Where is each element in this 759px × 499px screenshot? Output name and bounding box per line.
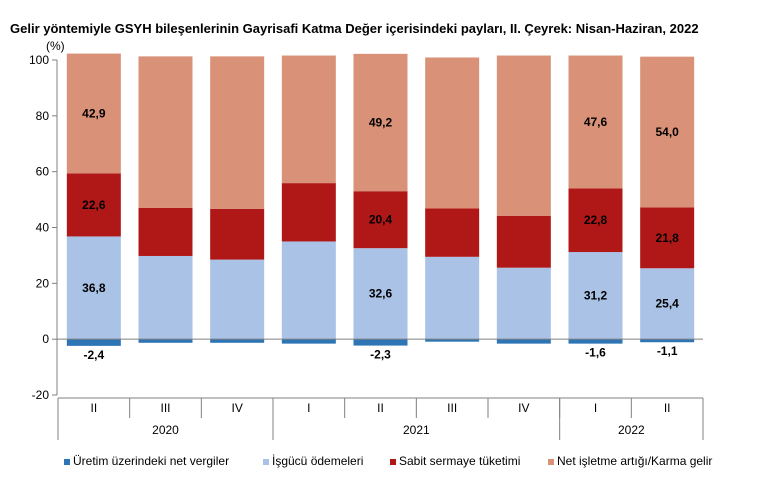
- data-label: 54,0: [655, 125, 679, 139]
- bar-segment: [210, 259, 265, 340]
- data-label: -1,6: [585, 346, 606, 360]
- legend-label: Sabit sermaye tüketimi: [399, 454, 520, 468]
- x-tick-label: III: [160, 401, 170, 415]
- x-tick-label: I: [594, 401, 597, 415]
- x-tick-label: III: [447, 401, 457, 415]
- plot-area: -20 0 20 40 60 80 100 -2,4 36,8 22,6 42,9 -2,3 32,6 2…: [29, 53, 704, 440]
- bar-segment: [496, 215, 551, 268]
- y-axis-unit: (%): [46, 39, 65, 53]
- data-label: 21,8: [655, 231, 679, 245]
- data-label: -2,4: [83, 348, 104, 362]
- bar-segment: [568, 252, 623, 340]
- y-tick-label: 60: [36, 165, 50, 179]
- data-label: 47,6: [584, 115, 608, 129]
- bar-segment: [496, 339, 551, 344]
- data-label: 25,4: [655, 297, 679, 311]
- bar-segment: [425, 256, 480, 340]
- legend-label: İşgücü ödemeleri: [272, 454, 363, 468]
- bar-segment: [640, 207, 695, 269]
- legend-swatch: [390, 459, 396, 465]
- bar-segment: [425, 339, 480, 342]
- bar-segment: [281, 339, 336, 344]
- bar-segment: [66, 53, 121, 174]
- legend-label: Net işletme artığı/Karma gelir: [557, 454, 712, 468]
- bar-segment: [138, 339, 193, 343]
- bar-segment: [210, 339, 265, 343]
- bar-segment: [353, 248, 408, 340]
- bar-segment: [425, 57, 480, 209]
- bar-segment: [640, 56, 695, 208]
- y-tick-label: 0: [42, 332, 49, 346]
- x-group-label: 2022: [618, 423, 645, 437]
- bar-segment: [568, 188, 623, 253]
- legend-swatch: [263, 459, 269, 465]
- bar-segment: [138, 56, 193, 208]
- bar-segment: [66, 339, 121, 346]
- bar-segment: [66, 173, 121, 237]
- y-tick-label: 80: [36, 109, 50, 123]
- y-tick-label: -20: [32, 388, 50, 402]
- x-tick-label: II: [90, 401, 97, 415]
- bar-segment: [138, 255, 193, 340]
- legend-swatch: [548, 459, 554, 465]
- bar-segment: [353, 53, 408, 192]
- bar-segment: [496, 55, 551, 216]
- y-tick-label: 20: [36, 276, 50, 290]
- x-group-label: 2020: [152, 423, 179, 437]
- bar-segment: [281, 55, 336, 184]
- chart-title: Gelir yöntemiyle GSYH bileşenlerinin Gay…: [10, 21, 699, 36]
- data-label: 36,8: [82, 281, 106, 295]
- bar-segment: [210, 208, 265, 260]
- data-label: -2,3: [370, 348, 391, 362]
- bar-segment: [568, 339, 623, 344]
- bar-segment: [640, 339, 695, 343]
- bar-segment: [496, 267, 551, 340]
- data-label: 22,6: [82, 198, 106, 212]
- x-tick-label: I: [307, 401, 310, 415]
- bar-segment: [66, 236, 121, 340]
- x-tick-label: IV: [231, 401, 242, 415]
- bar-segment: [353, 191, 408, 249]
- x-tick-label: II: [377, 401, 384, 415]
- bar-segment: [640, 268, 695, 340]
- x-tick-label: II: [664, 401, 671, 415]
- data-label: 32,6: [369, 287, 393, 301]
- y-tick-label: 100: [29, 53, 49, 67]
- data-label: 49,2: [369, 116, 393, 130]
- data-label: -1,1: [657, 344, 678, 358]
- bar-segment: [568, 55, 623, 189]
- bar-segment: [353, 339, 408, 346]
- data-label: 20,4: [369, 213, 393, 227]
- x-tick-label: IV: [518, 401, 529, 415]
- bar-segment: [281, 183, 336, 242]
- y-tick-label: 40: [36, 221, 50, 235]
- legend-swatch: [64, 459, 70, 465]
- data-label: 31,2: [584, 289, 608, 303]
- x-group-label: 2021: [403, 423, 430, 437]
- legend: Üretim üzerindeki net vergiler İşgücü öde…: [64, 454, 712, 468]
- bar-segment: [425, 208, 480, 257]
- bar-segment: [138, 207, 193, 256]
- legend-label: Üretim üzerindeki net vergiler: [73, 454, 229, 468]
- data-label: 22,8: [584, 213, 608, 227]
- bar-segment: [281, 241, 336, 340]
- data-label: 42,9: [82, 106, 106, 120]
- bar-segment: [210, 56, 265, 209]
